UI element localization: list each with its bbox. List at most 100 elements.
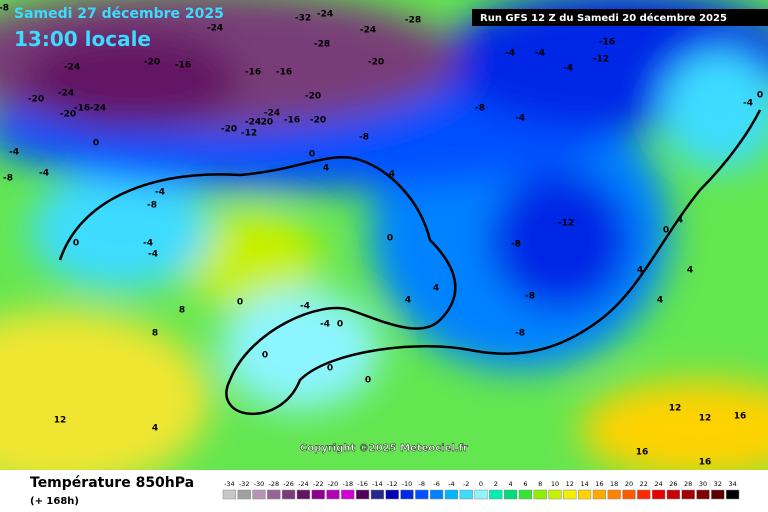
contour-label: 0 — [309, 150, 315, 160]
legend-swatch — [459, 489, 473, 500]
contour-label: -16 — [175, 61, 191, 71]
legend-tick-label: -14 — [372, 480, 383, 488]
contour-label: 4 — [405, 296, 411, 306]
contour-label: -4 — [515, 114, 525, 124]
legend-swatch — [681, 489, 695, 500]
contour-label: -4 — [9, 148, 19, 158]
legend-swatch — [222, 489, 237, 500]
contour-label: 4 — [637, 266, 643, 276]
legend-swatch — [725, 489, 740, 500]
legend-tick-label: 2 — [494, 480, 498, 488]
contour-label: -20 — [310, 116, 326, 126]
legend-tick-label: -2 — [463, 480, 469, 488]
legend-swatch — [518, 489, 533, 500]
legend-tick-label: 16 — [595, 480, 603, 488]
contour-label: -24 — [207, 24, 223, 34]
legend-tick-label: -12 — [387, 480, 398, 488]
legend-tick-label: 8 — [538, 480, 542, 488]
legend-tick-label: -8 — [419, 480, 425, 488]
contour-label: 4 — [152, 424, 158, 434]
legend-swatch — [296, 489, 311, 500]
legend-tick-label: 26 — [669, 480, 677, 488]
contour-label: -28 — [405, 16, 421, 26]
legend-tick-label: 4 — [509, 480, 513, 488]
contour-label: 4 — [687, 266, 693, 276]
legend-swatch — [651, 489, 666, 500]
legend-swatch — [341, 489, 355, 500]
contour-label: -8 — [525, 292, 535, 302]
contour-label: -4 — [143, 239, 153, 249]
contour-label: 8 — [179, 306, 185, 316]
legend-swatch — [429, 489, 444, 500]
local-time: 13:00 locale — [14, 27, 151, 51]
contour-label: -8 — [147, 201, 157, 211]
legend-tick-label: -20 — [328, 480, 339, 488]
contour-label: -24 — [58, 89, 74, 99]
contour-label: -8 — [3, 174, 13, 184]
contour-label: -32 — [295, 14, 311, 24]
contour-label: -4 — [155, 188, 165, 198]
contour-label: 12 — [54, 416, 67, 426]
legend-swatch — [415, 489, 429, 500]
contour-label: -4 — [148, 250, 158, 260]
contour-label: -24 — [64, 63, 80, 73]
contour-label: -8 — [511, 240, 521, 250]
footer-label: Température 850hPa — [30, 475, 194, 491]
legend-swatch — [637, 489, 651, 500]
contour-label: 0 — [663, 226, 669, 236]
contour-label: -20 — [368, 58, 384, 68]
contour-label: 0 — [757, 91, 763, 101]
contour-label: -24 — [90, 104, 106, 114]
contour-label: -12 — [593, 55, 609, 65]
legend-tick-label: -32 — [239, 480, 250, 488]
contour-label: -28 — [314, 40, 330, 50]
legend-swatch — [237, 489, 251, 500]
legend-tick-label: 0 — [479, 480, 483, 488]
contour-label: 0 — [93, 139, 99, 149]
legend-swatch — [267, 489, 281, 500]
contour-label: 4 — [677, 216, 683, 226]
contour-label: 4 — [657, 296, 663, 306]
legend-swatch — [489, 489, 503, 500]
contour-label: -16 — [599, 38, 615, 48]
contour-label: 0 — [327, 364, 333, 374]
contour-label: -8 — [475, 104, 485, 114]
contour-label: 0 — [237, 298, 243, 308]
legend-tick-label: 22 — [640, 480, 648, 488]
legend-swatch — [252, 489, 266, 500]
legend-tick-label: 18 — [610, 480, 618, 488]
legend-swatch — [444, 489, 459, 500]
legend-swatch — [355, 489, 370, 500]
legend-tick-label: -16 — [357, 480, 368, 488]
contour-label: -4 — [535, 49, 545, 59]
copyright: Copyright ©2025 Meteociel.fr — [300, 443, 468, 454]
legend-tick-label: -34 — [224, 480, 235, 488]
footer-lead: (+ 168h) — [30, 496, 79, 507]
legend-tick-label: -24 — [298, 480, 309, 488]
legend-tick-label: -28 — [268, 480, 279, 488]
contour-label: -8 — [0, 4, 9, 14]
legend-tick-label: -6 — [433, 480, 439, 488]
legend-swatch — [666, 489, 681, 500]
contour-label: 0 — [387, 234, 393, 244]
legend-tick-label: -30 — [254, 480, 265, 488]
legend-swatch — [696, 489, 710, 500]
legend-swatch — [533, 489, 547, 500]
legend-swatch — [326, 489, 340, 500]
legend-swatch — [548, 489, 562, 500]
contour-label: 4 — [323, 164, 329, 174]
legend-tick-label: 32 — [714, 480, 722, 488]
contour-label: -20 — [221, 125, 237, 135]
contour-label: 8 — [152, 329, 158, 339]
contour-label: -4 — [505, 49, 515, 59]
legend-tick-label: -26 — [283, 480, 294, 488]
legend-swatch — [385, 489, 399, 500]
legend-swatch — [311, 489, 325, 500]
contour-label: -12 — [558, 219, 574, 229]
legend-tick-label: 12 — [566, 480, 574, 488]
legend-tick-label: 10 — [551, 480, 559, 488]
contour-label: 16 — [734, 412, 747, 422]
contour-label: 12 — [699, 414, 712, 424]
contour-label: -24 — [360, 26, 376, 36]
legend-swatch — [563, 489, 577, 500]
